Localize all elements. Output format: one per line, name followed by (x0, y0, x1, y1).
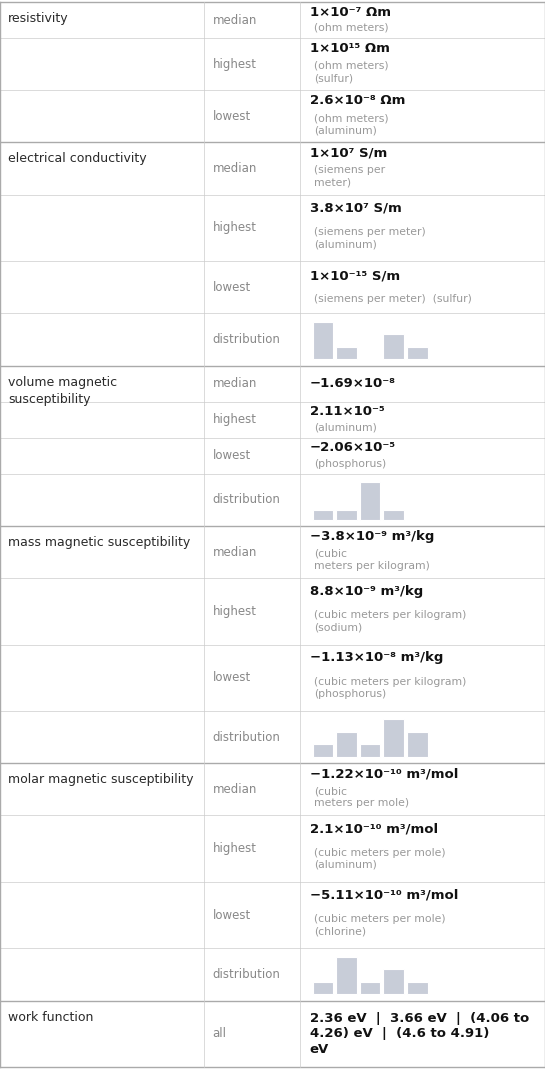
Text: lowest: lowest (213, 909, 251, 921)
Text: electrical conductivity: electrical conductivity (8, 153, 147, 166)
Text: mass magnetic susceptibility: mass magnetic susceptibility (8, 536, 190, 549)
Bar (383, 335, 404, 359)
Text: 2.1×10⁻¹⁰ m³/mol: 2.1×10⁻¹⁰ m³/mol (310, 822, 438, 835)
Text: 8.8×10⁻⁹ m³/kg: 8.8×10⁻⁹ m³/kg (310, 585, 423, 598)
Bar (360, 744, 380, 757)
Text: −2.06×10⁻⁵: −2.06×10⁻⁵ (310, 441, 396, 454)
Bar (336, 346, 357, 359)
Text: median: median (213, 162, 257, 175)
Bar (336, 510, 357, 520)
Bar (336, 957, 357, 994)
Text: lowest: lowest (213, 110, 251, 123)
Text: median: median (213, 783, 257, 795)
Bar (407, 346, 428, 359)
Bar (313, 744, 334, 757)
Bar (383, 719, 404, 757)
Text: (cubic
meters per mole): (cubic meters per mole) (314, 786, 409, 808)
Text: −3.8×10⁻⁹ m³/kg: −3.8×10⁻⁹ m³/kg (310, 530, 434, 543)
Text: resistivity: resistivity (8, 12, 69, 25)
Text: −1.69×10⁻⁸: −1.69×10⁻⁸ (310, 377, 396, 390)
Bar (336, 732, 357, 757)
Text: median: median (213, 545, 257, 559)
Text: lowest: lowest (213, 281, 251, 294)
Text: (cubic meters per kilogram)
(phosphorus): (cubic meters per kilogram) (phosphorus) (314, 677, 466, 699)
Text: 1×10⁷ S/m: 1×10⁷ S/m (310, 146, 387, 159)
Text: highest: highest (213, 58, 256, 71)
Bar (407, 981, 428, 994)
Text: median: median (213, 377, 257, 390)
Text: 1×10⁻¹⁵ S/m: 1×10⁻¹⁵ S/m (310, 269, 400, 282)
Bar (407, 732, 428, 757)
Text: (cubic
meters per kilogram): (cubic meters per kilogram) (314, 548, 429, 571)
Bar (360, 981, 380, 994)
Text: (cubic meters per mole)
(aluminum): (cubic meters per mole) (aluminum) (314, 848, 445, 870)
Text: −1.13×10⁻⁸ m³/kg: −1.13×10⁻⁸ m³/kg (310, 651, 443, 664)
Text: (siemens per
meter): (siemens per meter) (314, 166, 385, 188)
Text: 2.11×10⁻⁵: 2.11×10⁻⁵ (310, 405, 385, 418)
Bar (383, 970, 404, 994)
Text: (ohm meters): (ohm meters) (314, 22, 389, 33)
Bar (313, 510, 334, 520)
Text: lowest: lowest (213, 449, 251, 462)
Text: (ohm meters)
(aluminum): (ohm meters) (aluminum) (314, 113, 389, 136)
Text: (phosphorus): (phosphorus) (314, 459, 386, 468)
Text: 3.8×10⁷ S/m: 3.8×10⁷ S/m (310, 201, 402, 214)
Text: volume magnetic
susceptibility: volume magnetic susceptibility (8, 375, 117, 405)
Text: highest: highest (213, 842, 256, 855)
Bar (383, 510, 404, 520)
Text: distribution: distribution (213, 730, 280, 744)
Text: distribution: distribution (213, 332, 280, 346)
Text: distribution: distribution (213, 494, 280, 507)
Bar (313, 981, 334, 994)
Text: work function: work function (8, 1010, 93, 1023)
Text: highest: highest (213, 221, 256, 234)
Text: (cubic meters per kilogram)
(sodium): (cubic meters per kilogram) (sodium) (314, 610, 466, 633)
Text: (siemens per meter)
(aluminum): (siemens per meter) (aluminum) (314, 227, 426, 249)
Text: (aluminum): (aluminum) (314, 422, 377, 433)
Text: highest: highest (213, 413, 256, 427)
Text: (ohm meters)
(sulfur): (ohm meters) (sulfur) (314, 61, 389, 83)
Text: 2.6×10⁻⁸ Ωm: 2.6×10⁻⁸ Ωm (310, 94, 405, 107)
Text: molar magnetic susceptibility: molar magnetic susceptibility (8, 773, 193, 787)
Text: 1×10⁻⁷ Ωm: 1×10⁻⁷ Ωm (310, 5, 391, 18)
Text: all: all (213, 1027, 226, 1040)
Text: distribution: distribution (213, 967, 280, 981)
Text: 1×10¹⁵ Ωm: 1×10¹⁵ Ωm (310, 42, 390, 55)
Bar (360, 482, 380, 520)
Bar (313, 322, 334, 359)
Text: −5.11×10⁻¹⁰ m³/mol: −5.11×10⁻¹⁰ m³/mol (310, 888, 458, 901)
Text: lowest: lowest (213, 671, 251, 684)
Text: (cubic meters per mole)
(chlorine): (cubic meters per mole) (chlorine) (314, 914, 445, 936)
Text: highest: highest (213, 605, 256, 618)
Text: (siemens per meter)  (sulfur): (siemens per meter) (sulfur) (314, 294, 471, 304)
Text: median: median (213, 14, 257, 27)
Text: 2.36 eV  |  3.66 eV  |  (4.06 to
4.26) eV  |  (4.6 to 4.91)
eV: 2.36 eV | 3.66 eV | (4.06 to 4.26) eV | … (310, 1011, 529, 1056)
Text: −1.22×10⁻¹⁰ m³/mol: −1.22×10⁻¹⁰ m³/mol (310, 768, 458, 780)
